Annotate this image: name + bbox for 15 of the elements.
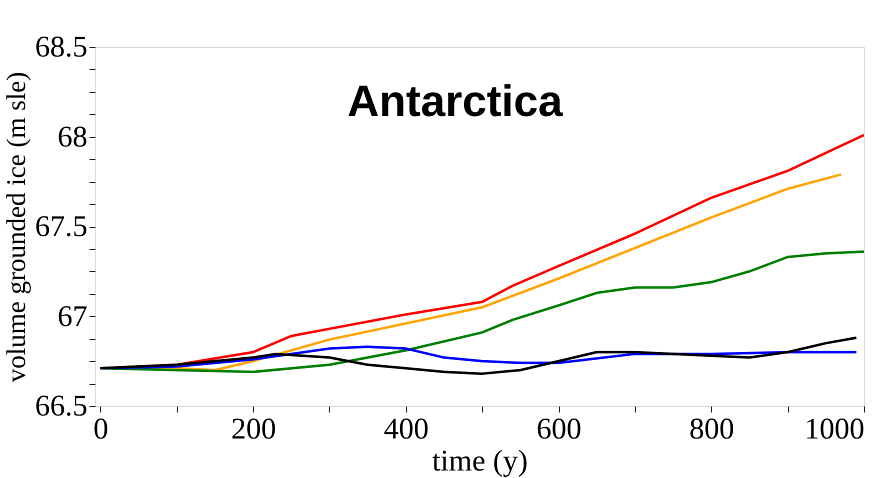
y-axis-title: volume grounded ice (m sle): [1, 72, 31, 382]
x-tick-label: 800: [689, 412, 734, 446]
x-axis-title: time (y): [432, 444, 528, 478]
y-tick-label: 68: [58, 120, 88, 154]
line-series: [99, 336, 858, 375]
x-tick-label: 200: [231, 412, 276, 446]
y-tick-label: 67: [58, 300, 88, 333]
x-tick-label: 400: [384, 412, 429, 446]
x-tick-label: 600: [536, 412, 582, 446]
text: Antarctica: [347, 77, 564, 126]
y-tick-label: 68.5: [35, 30, 88, 64]
y-tick-label: 67.5: [35, 210, 88, 243]
x-tick-label: 0: [93, 412, 108, 446]
y-tick-label: 66.5: [35, 390, 88, 422]
x-tick-label: 1000: [804, 412, 864, 446]
